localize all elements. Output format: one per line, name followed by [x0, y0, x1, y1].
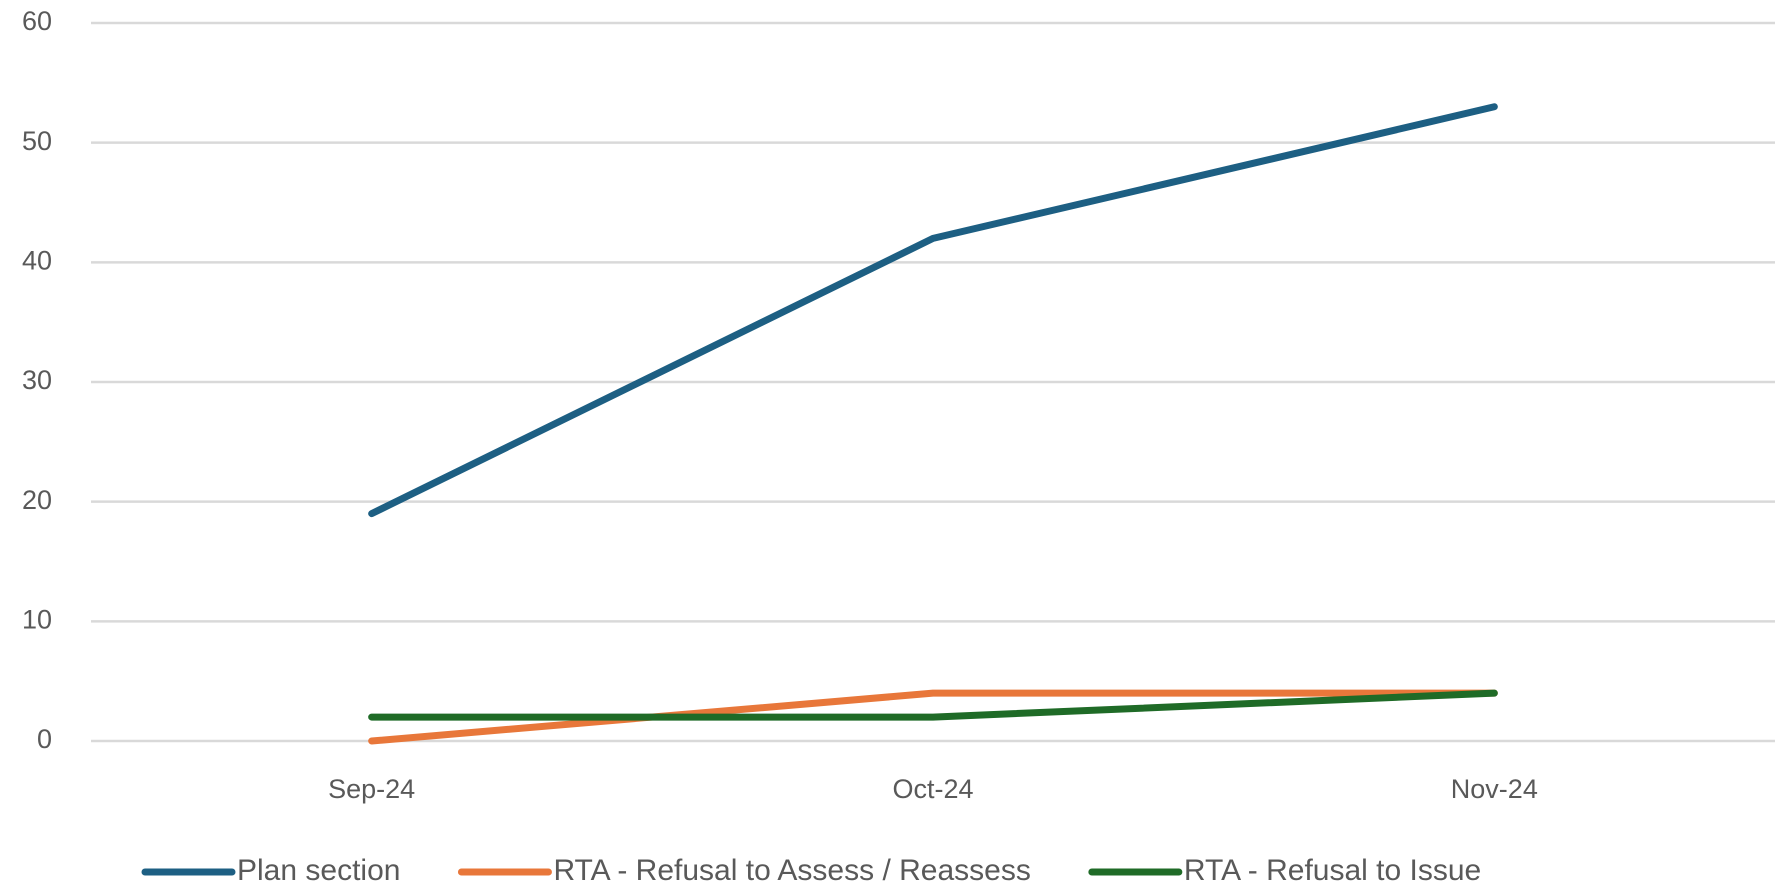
x-tick-label: Nov-24: [1451, 774, 1538, 804]
legend-label: RTA - Refusal to Assess / Reassess: [553, 854, 1030, 887]
y-tick-label: 40: [22, 245, 52, 275]
data-line: [368, 689, 1498, 721]
legend-label: RTA - Refusal to Issue: [1184, 854, 1481, 887]
x-tick-label: Oct-24: [892, 774, 973, 804]
y-tick-label: 50: [22, 126, 52, 156]
y-tick-label: 0: [37, 724, 52, 754]
y-tick-label: 30: [22, 365, 52, 395]
x-tick-label: Sep-24: [328, 774, 415, 804]
y-tick-label: 20: [22, 485, 52, 515]
y-tick-label: 10: [22, 604, 52, 634]
data-line: [368, 689, 1498, 745]
data-line: [368, 103, 1498, 518]
legend-label: Plan section: [237, 854, 400, 887]
y-tick-label: 60: [22, 6, 52, 36]
